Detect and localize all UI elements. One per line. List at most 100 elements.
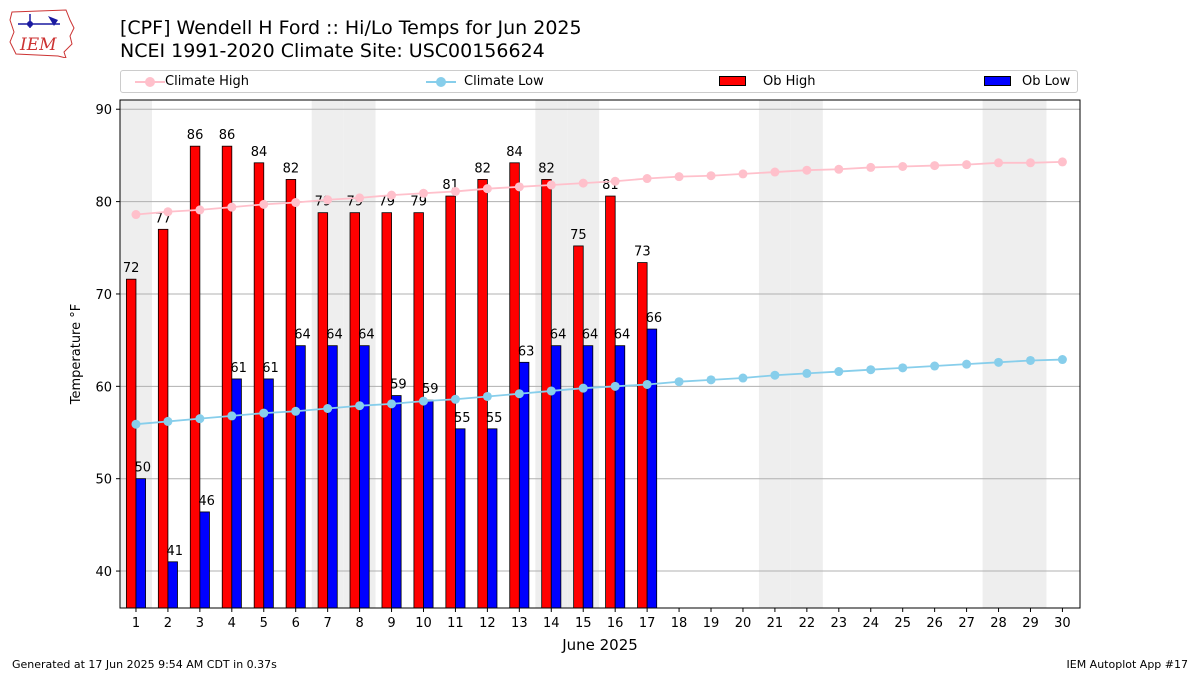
label-ob-low-14: 64 (550, 328, 567, 343)
label-ob-high-4: 86 (219, 128, 236, 143)
legend-swatch-ob-low (984, 76, 1011, 86)
bar-ob-low-9 (391, 395, 402, 609)
x-tick-label-7: 7 (324, 616, 332, 631)
point-climate-high-10 (418, 188, 428, 198)
bar-ob-high-13 (509, 162, 520, 609)
x-tick-label-24: 24 (862, 616, 879, 631)
x-tick-label-20: 20 (735, 616, 752, 631)
point-climate-low-4 (227, 411, 237, 421)
point-climate-low-5 (259, 408, 269, 418)
x-tick-label-15: 15 (575, 616, 592, 631)
point-climate-low-13 (514, 389, 524, 399)
x-tick-label-9: 9 (387, 616, 395, 631)
point-climate-low-15 (578, 383, 588, 393)
x-tick-label-29: 29 (1022, 616, 1039, 631)
y-tick-label-80: 80 (95, 196, 112, 211)
x-tick-label-28: 28 (990, 616, 1007, 631)
bar-ob-high-5 (253, 162, 265, 609)
x-tick-label-13: 13 (511, 616, 528, 631)
label-ob-low-12: 55 (486, 411, 503, 426)
label-ob-low-16: 64 (614, 328, 631, 343)
label-ob-low-10: 59 (422, 382, 439, 397)
x-tick-label-1: 1 (132, 616, 140, 631)
label-ob-low-3: 46 (198, 494, 215, 509)
point-climate-low-23 (834, 367, 844, 377)
point-climate-high-19 (706, 171, 716, 181)
x-tick-label-10: 10 (415, 616, 432, 631)
point-climate-high-1 (131, 210, 141, 220)
label-ob-low-6: 64 (294, 328, 311, 343)
label-ob-high-10: 79 (410, 195, 427, 210)
bar-ob-high-1 (125, 278, 137, 609)
app-note: IEM Autoplot App #17 (1066, 658, 1189, 671)
label-ob-high-17: 73 (634, 245, 651, 260)
point-climate-high-21 (770, 167, 780, 177)
point-climate-low-22 (802, 368, 812, 378)
point-climate-low-28 (994, 357, 1004, 367)
point-climate-high-5 (259, 199, 269, 209)
bar-ob-low-7 (327, 345, 338, 609)
x-tick-label-6: 6 (292, 616, 300, 631)
label-ob-high-13: 84 (506, 145, 523, 160)
bar-ob-low-10 (423, 399, 434, 609)
label-ob-high-15: 75 (570, 228, 587, 243)
point-climate-high-28 (994, 158, 1004, 168)
y-axis-label: Temperature °F (69, 304, 84, 405)
point-climate-low-25 (898, 363, 908, 373)
bar-ob-high-4 (221, 145, 233, 609)
bar-ob-low-12 (486, 428, 498, 609)
y-tick-label-90: 90 (95, 103, 112, 118)
x-tick-label-23: 23 (831, 616, 848, 631)
x-tick-label-18: 18 (671, 616, 688, 631)
point-climate-high-27 (962, 160, 972, 170)
x-tick-label-11: 11 (447, 616, 464, 631)
label-ob-low-2: 41 (166, 544, 183, 559)
bar-ob-low-6 (295, 345, 306, 609)
label-ob-low-13: 63 (518, 344, 535, 359)
bar-ob-low-14 (550, 345, 562, 609)
point-climate-high-6 (291, 198, 301, 208)
point-climate-high-23 (834, 164, 844, 174)
label-ob-high-6: 82 (283, 161, 300, 176)
point-climate-low-2 (163, 416, 173, 426)
label-ob-low-11: 55 (454, 411, 471, 426)
bar-ob-low-3 (199, 511, 210, 609)
point-climate-low-19 (706, 375, 716, 385)
y-tick-label-60: 60 (95, 380, 112, 395)
point-climate-low-16 (610, 381, 620, 391)
point-climate-low-3 (195, 414, 205, 424)
plot-frame (119, 99, 1081, 609)
x-tick-label-17: 17 (639, 616, 656, 631)
x-tick-label-3: 3 (196, 616, 204, 631)
line-climate-high (135, 160, 1063, 216)
point-climate-low-29 (1025, 355, 1035, 365)
x-axis-label: June 2025 (561, 636, 638, 654)
point-climate-low-21 (770, 370, 780, 380)
point-climate-high-14 (546, 180, 556, 190)
label-ob-low-8: 64 (358, 328, 375, 343)
legend-swatch-ob-high (719, 76, 746, 86)
label-ob-low-4: 61 (230, 361, 247, 376)
label-ob-high-5: 84 (251, 145, 268, 160)
label-ob-low-5: 61 (262, 361, 279, 376)
legend-label-climate-high: Climate High (165, 74, 250, 89)
x-tick-label-19: 19 (703, 616, 720, 631)
point-climate-high-8 (355, 193, 365, 203)
legend-label-ob-high: Ob High (763, 74, 816, 89)
x-tick-label-22: 22 (799, 616, 816, 631)
bar-ob-low-8 (359, 345, 370, 609)
point-climate-high-30 (1057, 157, 1067, 167)
chart-subtitle: NCEI 1991-2020 Climate Site: USC00156624 (120, 40, 545, 62)
point-climate-high-3 (195, 205, 205, 215)
point-climate-high-4 (227, 202, 237, 212)
point-climate-low-27 (962, 359, 972, 369)
point-climate-low-14 (546, 386, 556, 396)
bar-ob-low-2 (167, 561, 178, 609)
point-climate-low-1 (131, 419, 141, 429)
logo-text: IEM (19, 35, 57, 55)
point-climate-high-29 (1025, 158, 1035, 168)
bar-ob-low-11 (455, 428, 466, 609)
point-climate-low-6 (291, 406, 301, 416)
generated-note: Generated at 17 Jun 2025 9:54 AM CDT in … (12, 658, 277, 671)
